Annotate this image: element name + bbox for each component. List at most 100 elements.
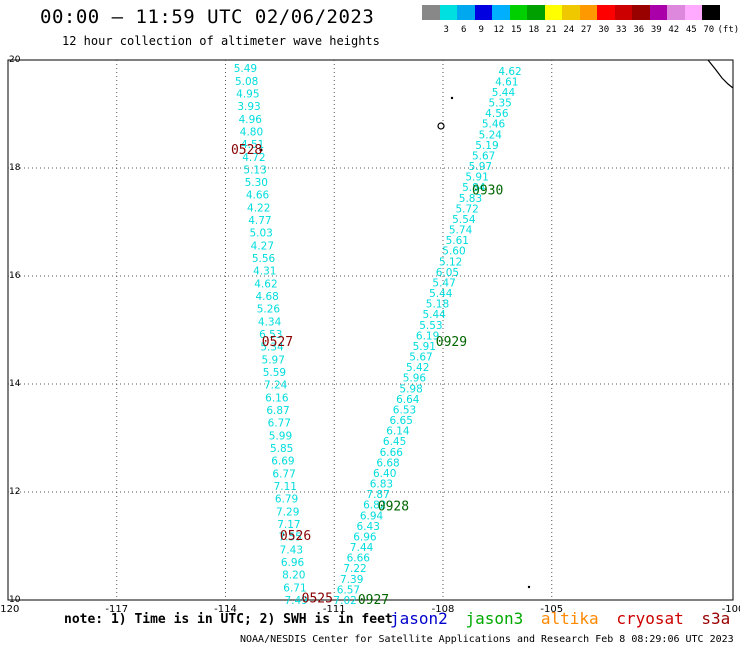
swh-value-label: 5.34 — [260, 342, 284, 354]
color-scale-swatch — [509, 5, 527, 20]
swh-value-label: 7.17 — [277, 519, 300, 531]
swh-value-label: 7.24 — [264, 380, 288, 392]
color-scale-label: (ft) — [717, 25, 740, 35]
island-icon — [450, 96, 454, 100]
x-tick-label: -105 — [540, 604, 563, 615]
swh-value-label: 6.45 — [383, 436, 406, 448]
swh-value-label: 4.80 — [240, 126, 263, 138]
legend-cryosat: cryosat — [616, 609, 684, 628]
y-tick-label: 18 — [9, 163, 21, 173]
swh-value-label: 6.14 — [386, 426, 410, 438]
color-scale-label: 42 — [668, 25, 680, 35]
swh-value-label: 5.54 — [452, 214, 476, 226]
swh-value-label: 3.93 — [237, 101, 260, 113]
swh-value-label: 7.22 — [343, 563, 366, 575]
swh-value-label: 5.97 — [469, 161, 492, 173]
color-scale-swatch — [457, 5, 475, 20]
swh-value-label: 6.64 — [396, 394, 420, 406]
swh-value-label: 5.96 — [403, 373, 427, 385]
color-scale-swatch — [649, 5, 667, 20]
color-scale-swatch — [439, 5, 457, 20]
coastline-icon — [707, 59, 734, 89]
pass-time-label: 0528 — [231, 143, 262, 158]
swh-value-label: 6.66 — [380, 447, 404, 459]
swh-value-label: 5.26 — [257, 304, 281, 316]
color-scale-label: 12 — [493, 25, 505, 35]
color-scale-label: 33 — [615, 25, 627, 35]
color-scale-label: 18 — [528, 25, 540, 35]
swh-value-label: 6.57 — [337, 584, 360, 596]
legend-s3a: s3a — [701, 609, 731, 628]
swh-value-label: 5.30 — [245, 177, 268, 189]
swh-value-label: 5.84 — [462, 182, 486, 194]
swh-value-label: 5.12 — [439, 256, 462, 268]
swh-value-label: 5.13 — [243, 164, 266, 176]
swh-value-label: 6.19 — [416, 330, 439, 342]
swh-value-label: 5.49 — [234, 63, 257, 75]
pass-time-label: 0927 — [358, 593, 389, 608]
swh-value-label: 6.94 — [360, 510, 384, 522]
swh-value-label: 6.69 — [271, 456, 294, 468]
color-scale-swatch — [614, 5, 632, 20]
swh-value-label: 6.05 — [436, 267, 459, 279]
pass-time-label: 0930 — [472, 184, 503, 199]
color-scale-swatch — [702, 5, 720, 20]
swh-value-label: 5.42 — [406, 362, 429, 374]
swh-value-label: 5.18 — [426, 299, 449, 311]
x-tick-label: -100 — [722, 604, 740, 615]
swh-value-label: 4.95 — [236, 88, 259, 100]
pass-time-label: 0928 — [378, 500, 409, 515]
footer-note: note: 1) Time is in UTC; 2) SWH is in fe… — [64, 612, 393, 627]
swh-value-label: 5.91 — [465, 172, 488, 184]
footer-credits: NOAA/NESDIS Center for Satellite Applica… — [240, 634, 734, 645]
swh-value-label: 6.53 — [393, 404, 416, 416]
y-tick-label: 20 — [9, 55, 21, 65]
y-tick-label: 12 — [9, 487, 20, 497]
swh-value-label: 7.29 — [276, 506, 299, 518]
swh-value-label: 6.79 — [275, 494, 298, 506]
pass-time-label: 0929 — [436, 335, 467, 350]
swh-value-label: 6.87 — [266, 405, 289, 417]
color-scale-label: 9 — [478, 25, 484, 35]
pass-time-label: 0526 — [280, 529, 311, 544]
swh-value-label: 7.02 — [333, 595, 356, 607]
color-scale-swatch — [632, 5, 650, 20]
swh-value-label: 5.67 — [472, 150, 495, 162]
swh-value-label: 5.60 — [442, 246, 465, 258]
swh-value-label: 4.34 — [258, 316, 282, 328]
color-scale-swatch — [597, 5, 615, 20]
swh-value-label: 6.77 — [272, 468, 295, 480]
color-scale-label: 30 — [598, 25, 610, 35]
swh-value-label: 5.08 — [235, 76, 258, 88]
swh-value-label: 4.77 — [248, 215, 271, 227]
color-scale-swatch — [562, 5, 580, 20]
swh-value-label: 6.40 — [373, 468, 396, 480]
swh-value-label: 5.99 — [269, 430, 292, 442]
pass-time-label: 0527 — [262, 335, 293, 350]
color-scale-swatch — [474, 5, 492, 20]
island-icon — [259, 148, 263, 152]
swh-value-label: 5.97 — [262, 354, 285, 366]
swh-value-label: 8.20 — [282, 570, 305, 582]
swh-value-label: 5.83 — [459, 193, 482, 205]
swh-value-label: 6.96 — [353, 531, 377, 543]
color-scale-label: 27 — [580, 25, 592, 35]
x-tick-label: -117 — [105, 604, 128, 615]
swh-value-label: 6.65 — [390, 415, 413, 427]
swh-value-label: 7.11 — [274, 481, 297, 493]
swh-value-label: 6.96 — [281, 557, 305, 569]
swh-value-label: 5.91 — [413, 341, 436, 353]
satellite-legend: jason2 jason3 altika cryosat s3a — [390, 609, 738, 628]
legend-jason3: jason3 — [465, 609, 524, 628]
swh-value-label: 6.68 — [376, 457, 399, 469]
swh-value-label: 5.61 — [446, 235, 469, 247]
swh-value-label: 6.16 — [265, 392, 289, 404]
swh-value-label: 4.51 — [241, 139, 264, 151]
swh-value-label: 5.47 — [432, 277, 455, 289]
island-icon — [437, 122, 445, 130]
y-tick-label: 14 — [9, 379, 21, 389]
color-scale-label: 6 — [461, 25, 467, 35]
swh-value-label: 5.46 — [482, 119, 506, 131]
swh-value-label: 5.19 — [475, 140, 498, 152]
